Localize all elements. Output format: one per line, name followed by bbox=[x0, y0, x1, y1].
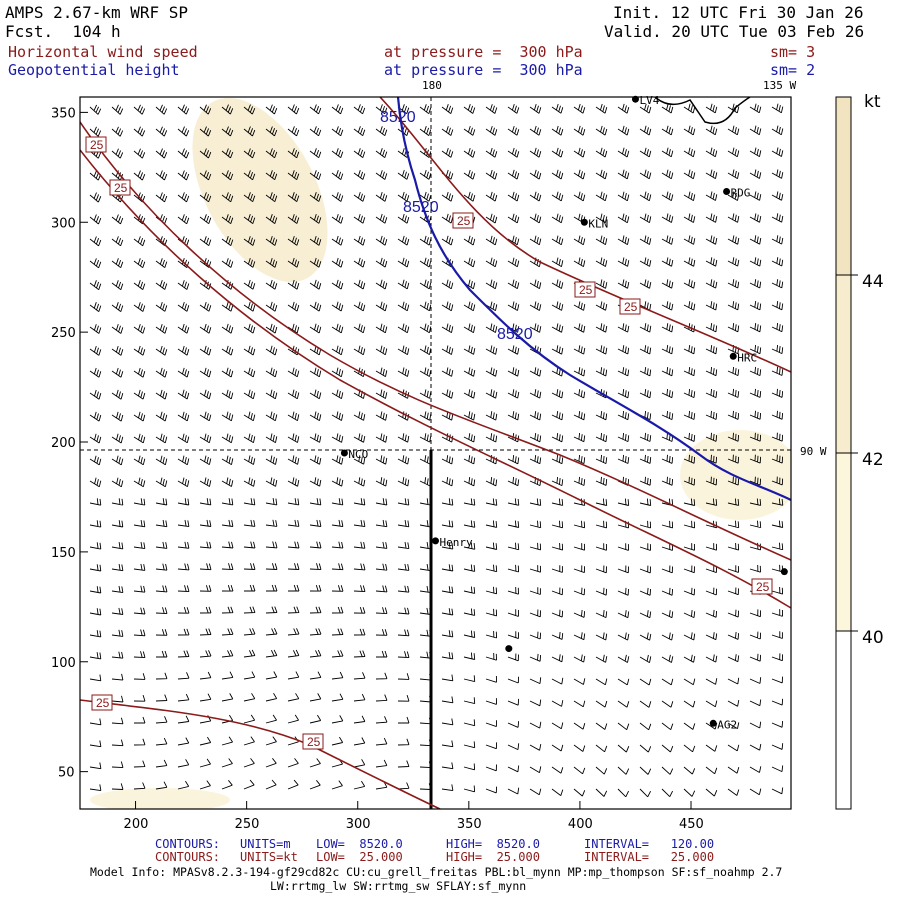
model-info: Model Info: MPASv8.2.3-194-gf29cd82c CU:… bbox=[90, 865, 783, 879]
y-tick-label: 100 bbox=[51, 656, 76, 671]
x-tick-label: 350 bbox=[457, 817, 482, 832]
height-contour-8520 bbox=[396, 97, 791, 501]
plot-area bbox=[80, 97, 791, 809]
speed-labels: 25 25 25 25 25 25 25 25 bbox=[85, 136, 773, 750]
speed-contour-3 bbox=[379, 97, 791, 373]
colorbar-tick: 40 bbox=[862, 628, 884, 648]
speed-label: 25 bbox=[114, 181, 128, 195]
x-tick-label: 400 bbox=[568, 817, 593, 832]
height-label: 8520 bbox=[380, 109, 416, 126]
station-marker bbox=[729, 352, 737, 360]
speed-label: 25 bbox=[756, 580, 770, 594]
y-tick-label: 200 bbox=[51, 436, 76, 451]
x-axis: 200 250 300 350 400 450 bbox=[124, 801, 704, 832]
y-tick-label: 150 bbox=[51, 546, 76, 561]
speed-label: 25 bbox=[307, 735, 321, 749]
forecast-hour: Fcst. 104 h bbox=[5, 22, 121, 41]
footer-row2-label: CONTOURS: bbox=[155, 850, 221, 864]
colorbar-band-40-42 bbox=[836, 453, 851, 631]
station-marker bbox=[580, 218, 588, 226]
field2-name: Geopotential height bbox=[8, 61, 180, 79]
model-info-2: LW:rrtmg_lw SW:rrtmg_sw SFLAY:sf_mynn bbox=[270, 879, 527, 893]
colorbar: kt 44 42 40 bbox=[835, 92, 884, 810]
y-axis: 50 100 150 200 250 300 350 bbox=[51, 106, 88, 781]
station-marker bbox=[340, 449, 348, 457]
colorbar-unit: kt bbox=[864, 92, 881, 112]
footer-row2-interval: INTERVAL= 25.000 bbox=[584, 850, 715, 864]
field1-name: Horizontal wind speed bbox=[8, 43, 198, 61]
lon-label-180: 180 bbox=[422, 79, 442, 92]
footer-row2-high: HIGH= 25.000 bbox=[446, 850, 540, 864]
colorbar-band-44plus bbox=[836, 97, 851, 275]
coastline bbox=[654, 97, 751, 125]
station-marker bbox=[723, 187, 731, 195]
y-tick-label: 50 bbox=[58, 766, 75, 781]
contour-labels: 8520 8520 8520 25 25 25 25 25 25 25 25 bbox=[85, 109, 773, 750]
y-tick-label: 300 bbox=[51, 216, 76, 231]
station-label: HRC bbox=[737, 351, 757, 364]
colorbar-band-42-44 bbox=[836, 275, 851, 453]
station-label: LV4 bbox=[639, 94, 659, 107]
lon-label-90w: 90 W bbox=[800, 445, 827, 458]
valid-time: Valid. 20 UTC Tue 03 Feb 26 bbox=[604, 22, 865, 41]
height-label: 8520 bbox=[403, 199, 439, 216]
footer-row1-high: HIGH= 8520.0 bbox=[446, 837, 540, 851]
lon-label-135w: 135 W bbox=[763, 79, 796, 92]
speed-shading-south bbox=[90, 788, 230, 809]
speed-label: 25 bbox=[579, 283, 593, 297]
colorbar-tick: 44 bbox=[862, 272, 884, 292]
speed-shading-east bbox=[680, 430, 791, 520]
field1-smoothing: sm= 3 bbox=[770, 43, 816, 61]
station-marker bbox=[432, 537, 439, 545]
footer-row2-units: UNITS=kt bbox=[240, 850, 298, 864]
field2-smoothing: sm= 2 bbox=[770, 61, 816, 79]
speed-label: 25 bbox=[90, 138, 104, 152]
y-tick-label: 350 bbox=[51, 106, 76, 121]
footer-row1-label: CONTOURS: bbox=[155, 837, 221, 851]
footer-row1-interval: INTERVAL= 120.00 bbox=[584, 837, 715, 851]
footer-row2-low: LOW= 25.000 bbox=[316, 850, 403, 864]
speed-shading-north bbox=[192, 98, 328, 282]
height-label: 8520 bbox=[497, 326, 533, 343]
x-tick-label: 200 bbox=[124, 817, 149, 832]
station-label: NCO bbox=[348, 448, 368, 461]
speed-label: 25 bbox=[96, 696, 110, 710]
plot-frame bbox=[79, 96, 792, 810]
model-title: AMPS 2.67-km WRF SP bbox=[5, 3, 189, 22]
footer-row1-units: UNITS=m bbox=[240, 837, 291, 851]
station-label: RDG bbox=[731, 186, 751, 199]
colorbar-band-below-40 bbox=[836, 631, 851, 809]
station-marker bbox=[780, 568, 788, 576]
station-marker bbox=[709, 719, 717, 727]
speed-label: 25 bbox=[457, 214, 471, 228]
y-tick-label: 250 bbox=[51, 326, 76, 341]
speed-contour-1 bbox=[80, 121, 791, 561]
speed-contour-2 bbox=[80, 149, 791, 609]
colorbar-tick: 42 bbox=[862, 450, 884, 470]
field2-level: at pressure = 300 hPa bbox=[384, 61, 583, 79]
station-label: Henry bbox=[440, 536, 473, 549]
speed-label: 25 bbox=[624, 300, 638, 314]
x-tick-label: 450 bbox=[679, 817, 704, 832]
field1-level: at pressure = 300 hPa bbox=[384, 43, 583, 61]
station-label: KLN bbox=[588, 217, 608, 230]
x-tick-label: 250 bbox=[235, 817, 260, 832]
wind-barb-field bbox=[89, 103, 784, 798]
init-time: Init. 12 UTC Fri 30 Jan 26 bbox=[613, 3, 864, 22]
footer-row1-low: LOW= 8520.0 bbox=[316, 837, 403, 851]
station-marker bbox=[505, 645, 513, 653]
wind-barbs bbox=[89, 103, 784, 798]
stations: LV4 RDG KLN HRC NCO Henry AG2 bbox=[340, 94, 788, 731]
x-tick-label: 300 bbox=[346, 817, 371, 832]
station-label: AG2 bbox=[717, 718, 737, 731]
